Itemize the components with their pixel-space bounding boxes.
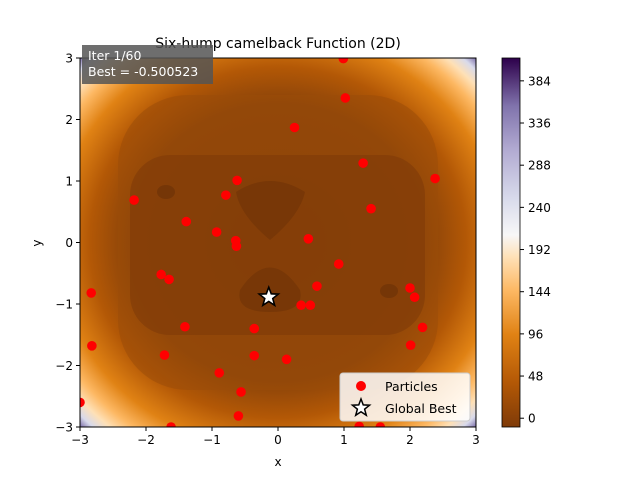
colorbar-tick-label: 336 [528,117,551,131]
particle-point [214,368,225,378]
particle-point [249,350,260,361]
colorbar-tick-label: 288 [528,159,551,173]
x-tick-label: −2 [137,433,155,447]
legend-particles-label: Particles [385,379,438,394]
particle-point [358,158,368,168]
particle-point [338,58,349,64]
y-axis-label: y [30,239,44,246]
particle-point [236,387,246,397]
particle-point [354,421,364,427]
particle-point [156,269,166,280]
best-value-text: Best = -0.500523 [88,64,198,79]
particle-point [305,300,316,311]
x-axis-ticks: −3 −2 −1 0 1 2 3 [71,427,480,447]
colorbar-tick-label: 96 [528,327,543,341]
colorbar-tick-label: 240 [528,201,551,215]
particle-point [430,173,440,184]
particle-point [417,322,428,333]
particle-point [409,292,420,303]
y-tick-label: −2 [55,359,73,373]
x-tick-label: 1 [340,433,348,447]
particle-point [312,281,322,291]
y-tick-label: 2 [65,113,73,127]
particle-point [80,397,85,408]
particle-point [129,195,139,205]
legend: Particles Global Best [339,372,471,422]
particle-point [281,354,292,365]
global-best-star [257,284,281,308]
colorbar-tick-label: 192 [528,243,551,257]
colorbar-tick-label: 0 [528,412,536,426]
y-tick-label: 1 [65,175,73,189]
y-tick-label: 3 [65,52,73,66]
particle-point [164,274,174,285]
particle-point [405,340,416,351]
particle-point [232,175,242,186]
particles-layer [80,58,440,427]
legend-star-icon [350,396,372,418]
iteration-text: Iter 1/60 [88,48,142,63]
x-tick-label: −1 [203,433,221,447]
particle-point [159,350,170,360]
y-axis-ticks: −3 −2 −1 0 1 2 3 [55,52,80,435]
iteration-annotation: Iter 1/60 Best = -0.500523 [82,45,213,84]
x-tick-label: 0 [274,433,282,447]
x-tick-label: −3 [71,433,89,447]
particle-point [366,203,376,214]
colorbar-tick-label: 48 [528,370,543,384]
particle-point [289,122,300,133]
y-tick-label: −3 [55,421,73,435]
colorbar-ticks: 0 48 96 144 192 240 288 336 384 [520,74,551,426]
particle-point [296,300,306,311]
particle-point [405,283,415,293]
colorbar-tick-label: 384 [528,74,551,88]
global-best-layer [257,284,281,308]
legend-global-best-label: Global Best [385,401,457,416]
particle-point [375,422,386,427]
x-tick-label: 2 [406,433,414,447]
particle-point [86,288,97,298]
particle-point [333,259,344,269]
x-tick-label: 3 [472,433,480,447]
particle-point [180,321,190,332]
particle-point [303,234,314,244]
particle-point [181,216,192,227]
colorbar-tick-label: 144 [528,285,551,299]
particle-point [87,341,97,351]
particle-point [166,422,176,427]
y-tick-label: −1 [55,298,73,312]
particle-point [233,411,244,421]
particle-point [231,241,242,251]
legend-particle-marker [356,381,366,391]
particle-point [249,323,260,334]
chart-title: Six-hump camelback Function (2D) [155,36,401,52]
contour-surface [80,58,476,427]
particle-point [340,93,351,103]
particle-point [211,227,222,237]
x-axis-label: x [274,455,281,469]
particle-point [221,190,231,200]
y-tick-label: 0 [65,236,73,250]
colorbar [501,57,521,428]
